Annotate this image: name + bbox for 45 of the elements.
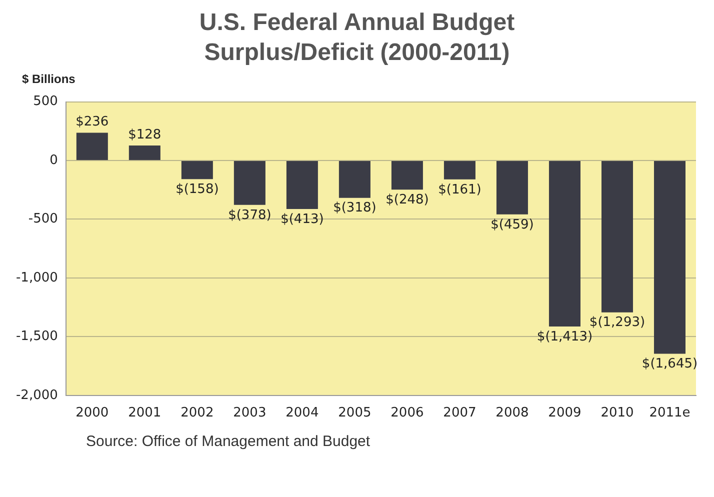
x-tick-label: 2000 bbox=[76, 406, 109, 421]
source-note: Source: Office of Management and Budget bbox=[86, 433, 372, 450]
data-label: $(161) bbox=[438, 182, 482, 198]
x-tick-label: 2006 bbox=[390, 406, 424, 421]
data-label: $(1,645) bbox=[642, 356, 698, 372]
y-tick-label: -500 bbox=[28, 212, 58, 227]
chart-title: U.S. Federal Annual Budget Surplus/Deficit (2000-2011) bbox=[198, 8, 516, 68]
y-tick-label: 500 bbox=[33, 94, 58, 110]
x-tick-label: 2007 bbox=[443, 406, 476, 421]
bar bbox=[76, 132, 108, 160]
x-tick-label: 2009 bbox=[548, 406, 582, 421]
data-label: $128 bbox=[128, 127, 162, 142]
data-label: $(158) bbox=[176, 182, 219, 197]
x-tick-label: 2005 bbox=[338, 406, 372, 421]
x-tick-label: 2003 bbox=[233, 406, 266, 421]
bar bbox=[654, 161, 686, 354]
x-tick-label: 2011e bbox=[649, 406, 690, 421]
x-tick-label: 2001 bbox=[128, 406, 162, 421]
bar bbox=[234, 161, 266, 205]
x-tick-label: 2004 bbox=[286, 406, 319, 421]
data-label: $(459) bbox=[490, 217, 534, 232]
bar bbox=[128, 145, 160, 160]
bar bbox=[601, 161, 633, 312]
data-label: $(1,293) bbox=[589, 315, 646, 330]
x-tick-label: 2002 bbox=[180, 406, 214, 421]
data-label: $(1,413) bbox=[536, 329, 593, 344]
bar bbox=[444, 161, 476, 180]
x-tick-label: 2008 bbox=[496, 406, 529, 421]
y-tick-label: 0 bbox=[50, 152, 58, 168]
data-label: $(413) bbox=[280, 212, 324, 227]
y-tick-label: -2,000 bbox=[16, 388, 58, 403]
y-axis-title: $ Billions bbox=[22, 72, 76, 86]
bar bbox=[338, 161, 370, 198]
y-tick-label: -1,500 bbox=[16, 329, 58, 344]
data-label: $236 bbox=[76, 114, 109, 130]
y-tick-label: -1,000 bbox=[16, 270, 58, 286]
data-label: $(318) bbox=[333, 200, 376, 216]
data-label: $(378) bbox=[228, 208, 272, 223]
bar bbox=[181, 161, 213, 180]
bar bbox=[496, 161, 528, 214]
bar bbox=[391, 161, 423, 190]
bar bbox=[286, 161, 318, 210]
data-label: $(248) bbox=[386, 192, 429, 208]
x-tick-label: 2010 bbox=[600, 406, 634, 421]
bar bbox=[548, 161, 580, 326]
